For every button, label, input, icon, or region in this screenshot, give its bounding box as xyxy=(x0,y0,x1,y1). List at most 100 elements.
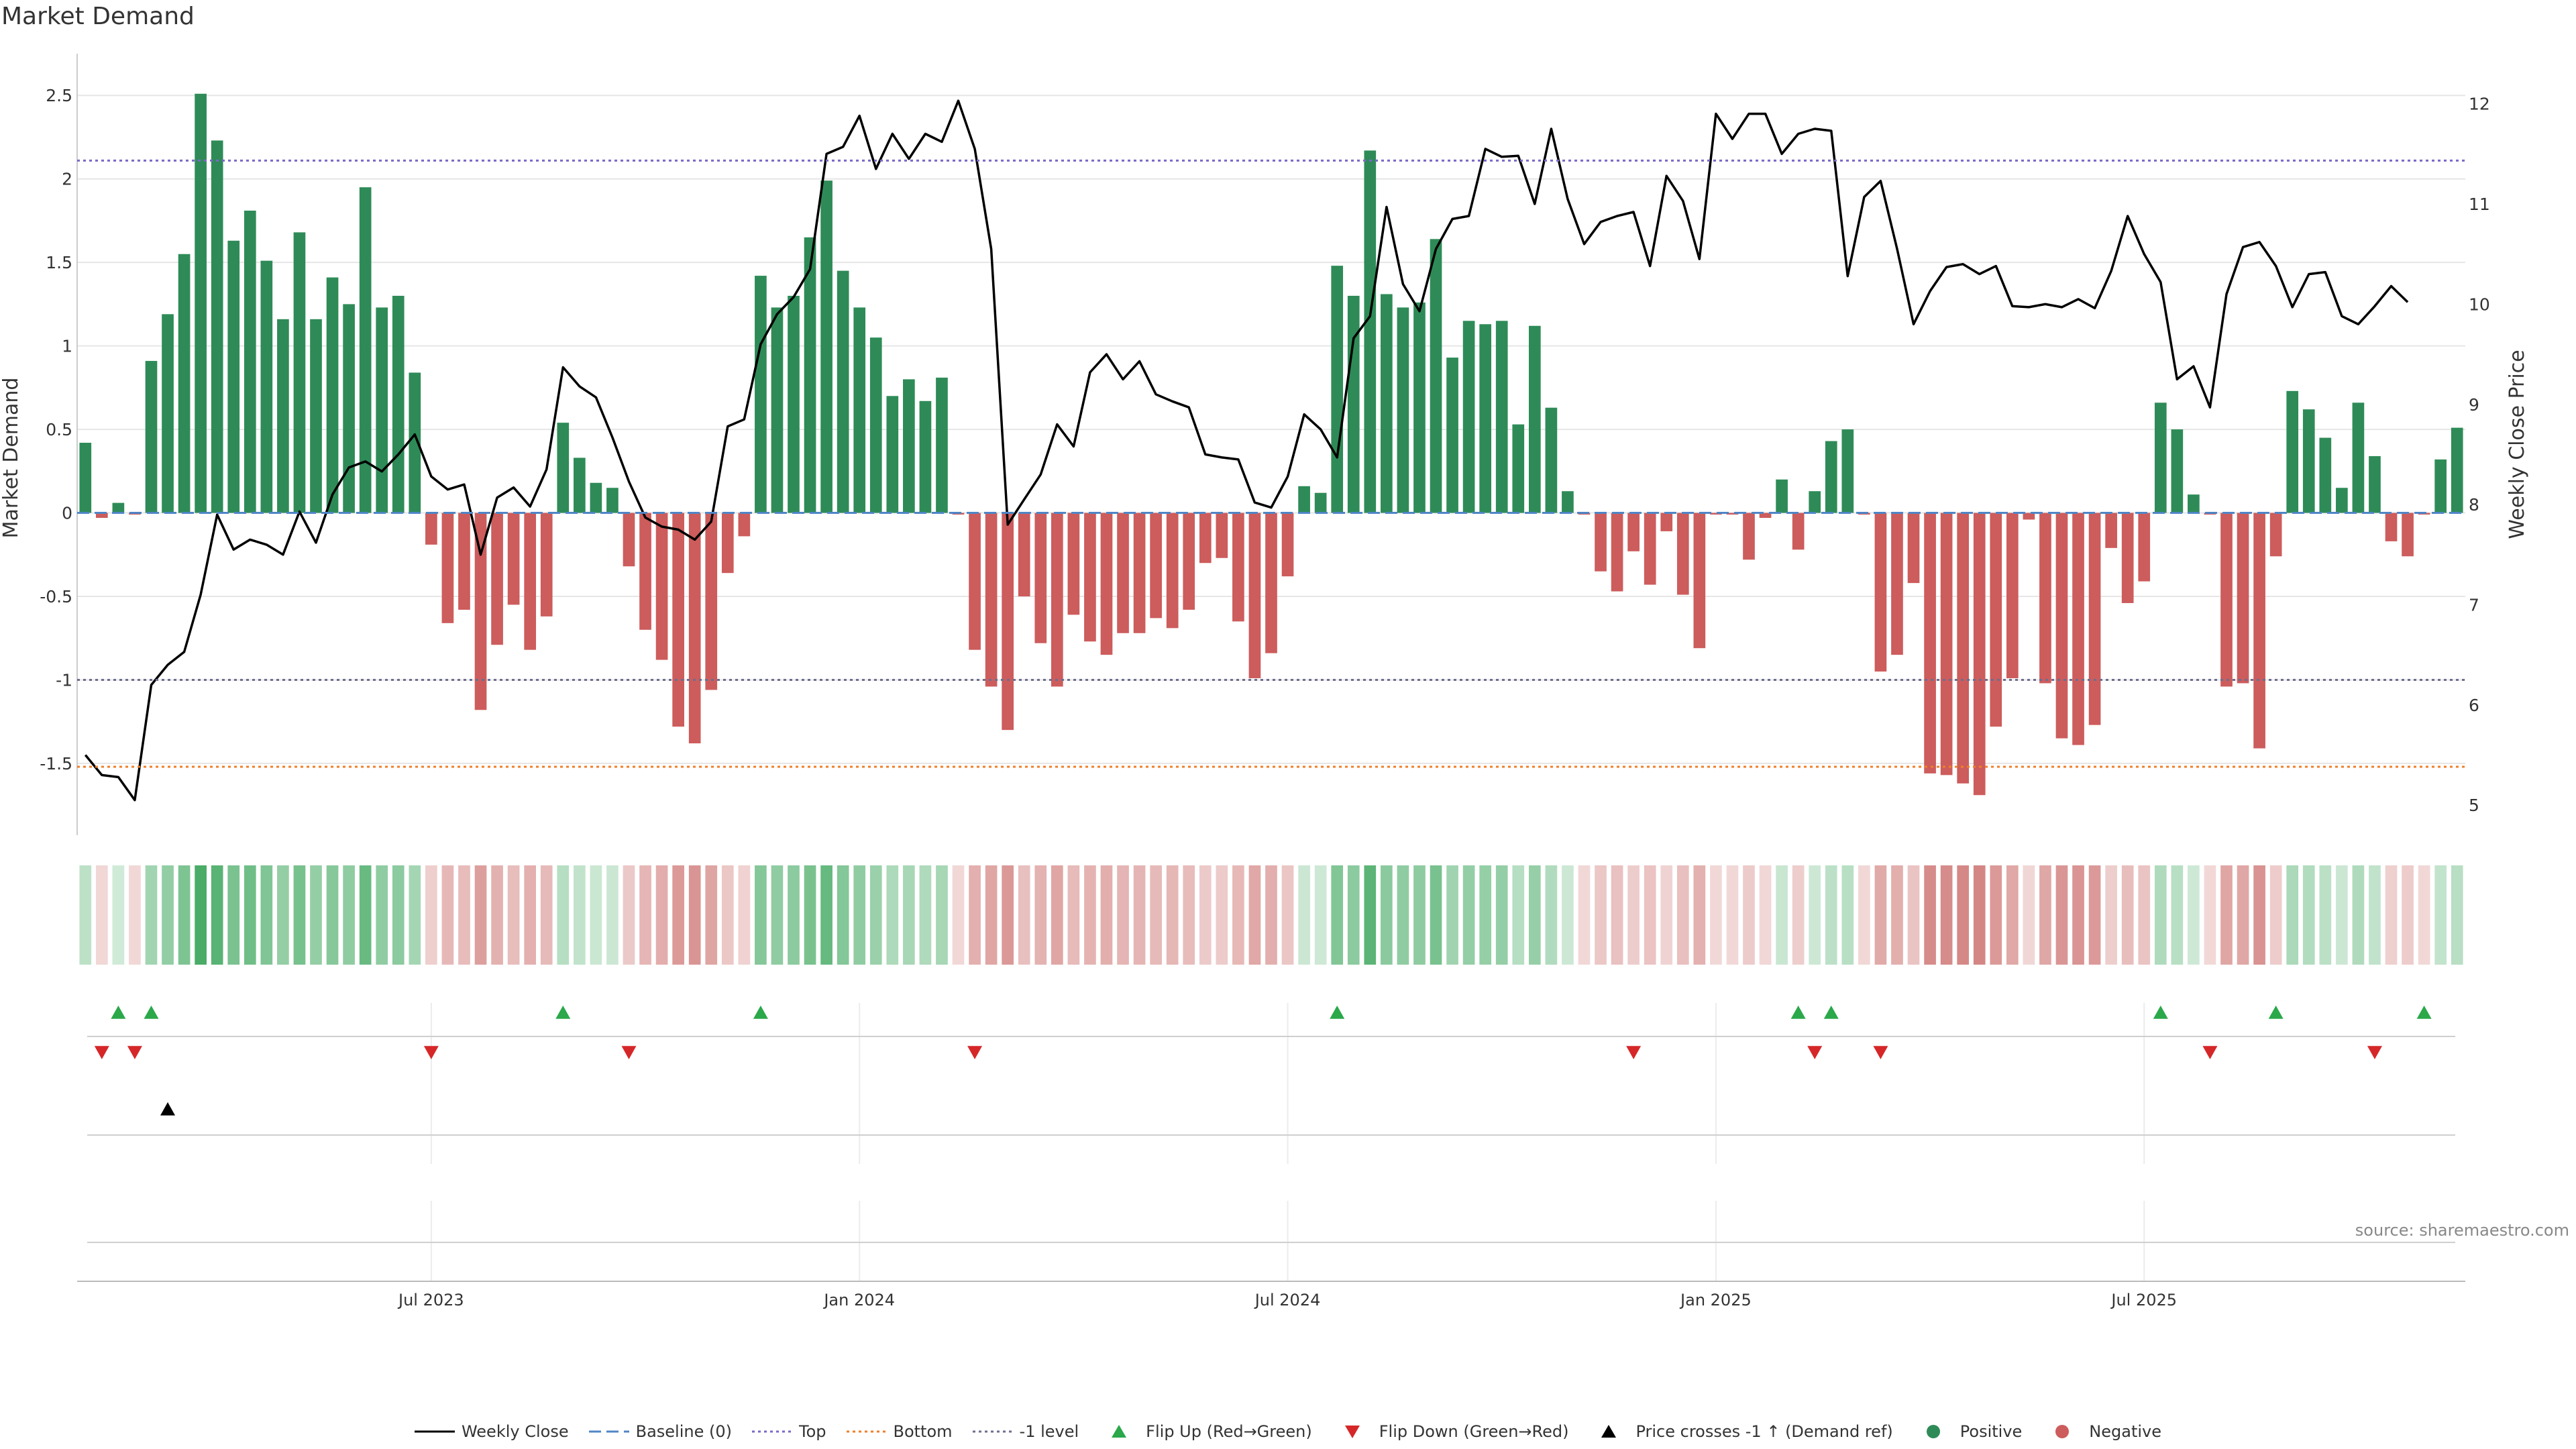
heat-cell xyxy=(1644,865,1656,965)
demand-bar xyxy=(2154,402,2167,513)
y-tick-label: 0 xyxy=(62,504,72,523)
heat-cell xyxy=(376,865,388,965)
heat-cell xyxy=(1792,865,1805,965)
heat-cell xyxy=(1150,865,1162,965)
heat-cell xyxy=(1430,865,1442,965)
demand-bar xyxy=(1298,486,1310,513)
heat-cell xyxy=(2451,865,2463,965)
heat-cell xyxy=(1545,865,1558,965)
heat-cell xyxy=(491,865,503,965)
heat-cell xyxy=(853,865,866,965)
heat-cell xyxy=(112,865,125,965)
demand-bar xyxy=(1644,513,1656,585)
demand-bar xyxy=(1776,479,1788,513)
demand-bar xyxy=(1924,513,1936,773)
legend-label: Top xyxy=(799,1422,826,1441)
demand-bar xyxy=(2023,513,2035,520)
heat-cell xyxy=(425,865,437,965)
heat-cell xyxy=(540,865,553,965)
demand-bar xyxy=(1495,321,1508,513)
heat-cell xyxy=(886,865,899,965)
demand-bar xyxy=(244,210,256,513)
demand-bar xyxy=(310,319,322,513)
demand-bar xyxy=(1430,239,1442,513)
demand-bar xyxy=(2138,513,2151,582)
heat-cell xyxy=(1381,865,1393,965)
legend-label: -1 level xyxy=(1019,1422,1079,1441)
legend-swatch xyxy=(2055,1425,2070,1438)
y2-tick-label: 11 xyxy=(2469,195,2490,214)
demand-bar xyxy=(623,513,635,567)
demand-bar xyxy=(1792,513,1805,550)
demand-bar xyxy=(1018,513,1030,597)
flip-down-marker xyxy=(621,1046,637,1059)
heat-cell xyxy=(2171,865,2184,965)
heat-cell xyxy=(1957,865,1970,965)
heat-cell xyxy=(755,865,767,965)
y2-tick-label: 8 xyxy=(2469,495,2479,515)
heat-cell xyxy=(1002,865,1014,965)
heat-cell xyxy=(1495,865,1508,965)
heat-cell xyxy=(2138,865,2151,965)
demand-bar xyxy=(1891,513,1903,655)
heat-cell xyxy=(590,865,602,965)
heat-cell xyxy=(2385,865,2398,965)
heat-cell xyxy=(1364,865,1377,965)
flip-down-marker xyxy=(967,1046,983,1059)
demand-bar xyxy=(820,180,833,513)
demand-bar xyxy=(1825,441,1837,513)
flip-up-marker xyxy=(1823,1006,1839,1019)
demand-bar xyxy=(1133,513,1146,633)
demand-bar xyxy=(1990,513,2002,727)
legend-item: -1 level xyxy=(972,1422,1079,1441)
demand-bar xyxy=(705,513,718,690)
demand-bar xyxy=(1528,325,1541,513)
heat-cell xyxy=(788,865,800,965)
demand-bar xyxy=(1809,491,1821,513)
heat-cell xyxy=(1891,865,1903,965)
demand-bar xyxy=(2385,513,2398,541)
legend-swatch xyxy=(1344,1426,1360,1438)
legend-label: Positive xyxy=(1960,1422,2023,1441)
heat-cell xyxy=(1051,865,1063,965)
demand-bar xyxy=(1331,266,1344,513)
demand-bar xyxy=(1216,513,1228,558)
chart-title: Market Demand xyxy=(1,3,195,30)
legend: Weekly Close Baseline (0) Top Bottom -1 leve… xyxy=(0,1422,2576,1441)
demand-bar xyxy=(1281,513,1294,577)
weekly-close-line xyxy=(84,99,2409,802)
heat-cell xyxy=(2369,865,2381,965)
demand-bar xyxy=(755,276,767,513)
heat-cell xyxy=(1199,865,1212,965)
legend-swatch xyxy=(846,1430,887,1433)
heat-cell xyxy=(1084,865,1096,965)
heat-cell xyxy=(1825,865,1837,965)
demand-bar xyxy=(458,513,470,610)
heat-cell xyxy=(95,865,108,965)
demand-bar xyxy=(1462,321,1475,513)
heat-cell xyxy=(162,865,174,965)
legend-label: Price crosses -1 ↑ (Demand ref) xyxy=(1635,1422,1893,1441)
heat-cell xyxy=(1776,865,1788,965)
y-tick-label: -0.5 xyxy=(40,587,72,606)
heat-cell xyxy=(2023,865,2035,965)
heat-cell xyxy=(1973,865,1986,965)
heat-cell xyxy=(1924,865,1936,965)
flip-down-marker xyxy=(2202,1046,2218,1059)
y2-tick-label: 7 xyxy=(2469,595,2479,614)
heat-cell xyxy=(293,865,306,965)
demand-bar xyxy=(425,513,437,545)
heat-strip xyxy=(79,865,2463,965)
heat-cell xyxy=(1117,865,1129,965)
flip-up-marker xyxy=(2416,1006,2432,1019)
heat-cell xyxy=(2302,865,2315,965)
demand-bar xyxy=(853,307,866,513)
demand-bar xyxy=(507,513,520,605)
heat-cell xyxy=(1858,865,1870,965)
heat-cell xyxy=(1990,865,2002,965)
demand-bar xyxy=(1693,513,1706,649)
heat-cell xyxy=(129,865,141,965)
heat-cell xyxy=(1314,865,1327,965)
heat-cell xyxy=(1397,865,1409,965)
heat-cell xyxy=(688,865,701,965)
